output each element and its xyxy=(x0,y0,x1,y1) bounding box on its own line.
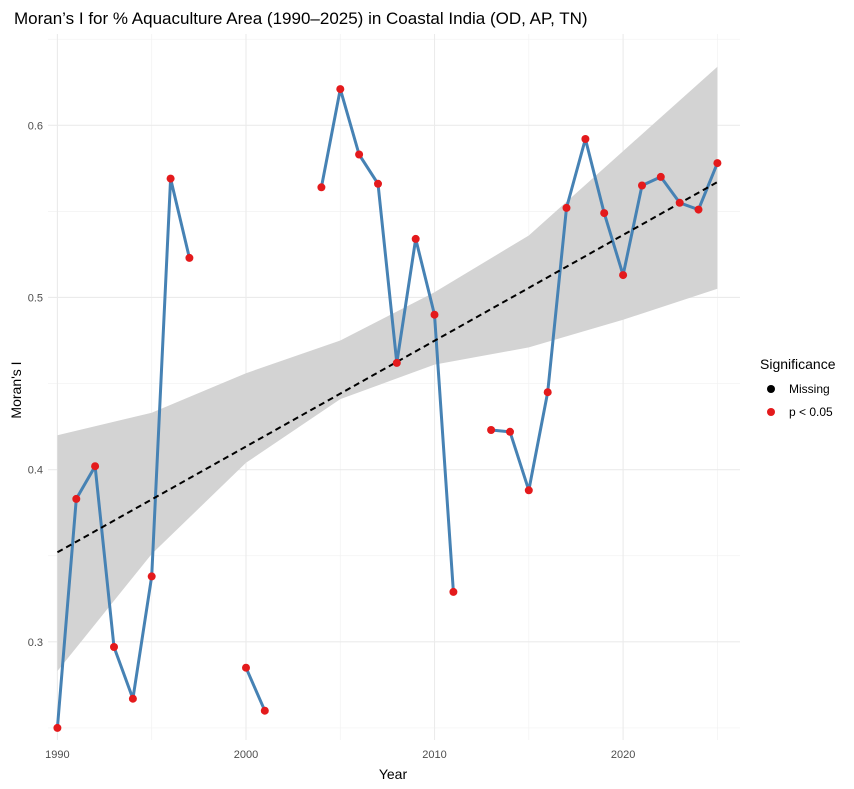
data-point xyxy=(487,426,496,434)
data-point xyxy=(675,198,684,207)
data-point xyxy=(506,427,514,436)
data-point xyxy=(430,310,439,319)
data-point xyxy=(147,572,156,581)
data-point xyxy=(91,462,100,471)
data-point xyxy=(581,135,590,143)
data-point xyxy=(600,209,609,218)
series-line-segment xyxy=(55,177,191,730)
data-point xyxy=(336,85,345,94)
x-tick-label: 1990 xyxy=(45,749,69,761)
data-point xyxy=(374,179,382,188)
legend-key-significant xyxy=(767,408,775,416)
legend-label-significant: p < 0.05 xyxy=(789,405,833,419)
series-line-segment xyxy=(244,666,267,713)
points-layer xyxy=(53,85,722,732)
data-point xyxy=(185,253,194,262)
data-point xyxy=(713,159,722,168)
y-axis-title: Moran's I xyxy=(8,361,24,418)
data-point xyxy=(543,388,552,397)
data-point xyxy=(260,706,269,715)
data-point xyxy=(110,643,118,651)
data-point xyxy=(638,181,646,190)
data-point xyxy=(53,723,62,732)
confidence-band-layer xyxy=(57,66,718,672)
data-point xyxy=(355,150,364,159)
y-tick-label: 0.4 xyxy=(28,465,43,477)
x-tick-label: 2000 xyxy=(234,749,258,761)
x-tick-label: 2020 xyxy=(611,749,635,761)
series-line-segment xyxy=(319,87,455,594)
data-point xyxy=(524,486,533,495)
data-point xyxy=(72,494,81,503)
data-point xyxy=(562,203,571,212)
y-tick-label: 0.5 xyxy=(28,292,43,304)
legend: Significance Missing p < 0.05 xyxy=(760,356,836,419)
legend-key-missing xyxy=(767,385,775,393)
tick-labels: 1990 2000 2010 2020 0.3 0.4 0.5 0.6 xyxy=(28,120,636,761)
trend-line xyxy=(56,181,718,554)
trend-layer xyxy=(56,181,718,554)
data-point xyxy=(411,234,420,243)
data-point xyxy=(619,271,628,280)
chart-title: Moran’s I for % Aquaculture Area (1990–2… xyxy=(14,9,588,28)
y-tick-label: 0.3 xyxy=(28,637,43,649)
y-tick-label: 0.6 xyxy=(28,120,43,132)
data-point xyxy=(656,172,665,181)
data-point xyxy=(128,694,137,703)
legend-title: Significance xyxy=(760,356,836,372)
grid xyxy=(48,34,740,740)
data-point xyxy=(449,587,458,596)
data-point xyxy=(392,358,401,367)
data-point xyxy=(166,174,175,183)
data-point xyxy=(317,183,326,192)
data-point xyxy=(694,205,703,214)
x-axis-title: Year xyxy=(379,766,408,782)
confidence-band xyxy=(57,66,718,672)
data-point xyxy=(242,663,250,672)
x-tick-label: 2010 xyxy=(422,749,446,761)
legend-label-missing: Missing xyxy=(789,382,830,396)
